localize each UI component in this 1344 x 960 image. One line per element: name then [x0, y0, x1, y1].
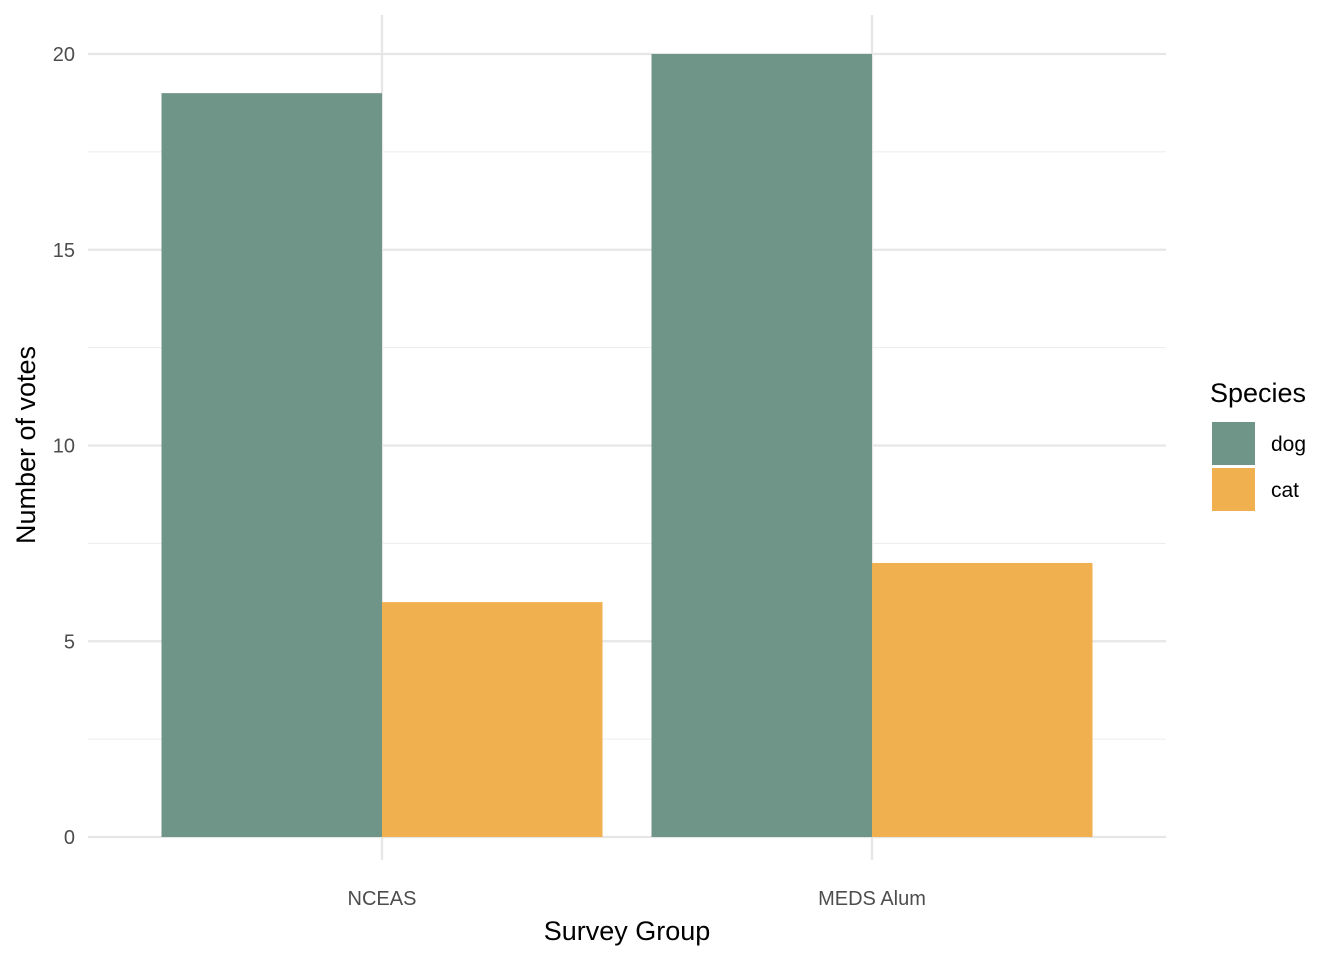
legend-label-cat: cat	[1271, 479, 1299, 502]
bar-dog-meds-alum	[651, 54, 872, 837]
y-axis-tick-labels: 0 5 10 15 20	[53, 44, 75, 849]
legend-items: dog cat	[1212, 422, 1306, 511]
bars	[161, 54, 1093, 837]
y-tick-label: 10	[53, 436, 75, 458]
y-tick-label: 20	[53, 44, 75, 66]
y-tick-label: 0	[64, 827, 75, 849]
legend-key-cat	[1212, 468, 1255, 511]
y-tick-label: 5	[64, 631, 75, 653]
x-axis-title: Survey Group	[544, 916, 711, 946]
x-tick-label: NCEAS	[348, 888, 417, 910]
y-tick-label: 15	[53, 240, 75, 262]
x-axis-tick-labels: NCEAS MEDS Alum	[348, 888, 926, 910]
legend-title: Species	[1210, 378, 1306, 408]
bar-cat-nceas	[382, 602, 603, 837]
bar-cat-meds-alum	[872, 562, 1093, 837]
x-tick-label: MEDS Alum	[818, 888, 926, 910]
bar-dog-nceas	[161, 93, 382, 837]
legend-key-dog	[1212, 422, 1255, 465]
legend-label-dog: dog	[1271, 433, 1306, 456]
y-axis-title: Number of votes	[11, 346, 41, 544]
legend: Species dog cat	[1210, 378, 1306, 511]
